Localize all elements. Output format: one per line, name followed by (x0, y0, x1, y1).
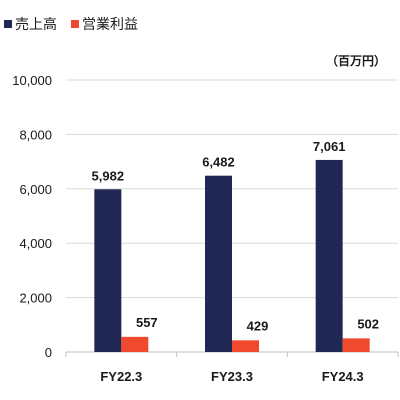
bar-revenue (94, 189, 122, 352)
x-category-label: FY22.3 (100, 369, 142, 384)
bar-operating-profit (232, 340, 259, 352)
y-tick-label: 6,000 (19, 182, 52, 197)
data-label-operating-profit: 429 (247, 318, 269, 333)
legend-item-operating-profit: 営業利益 (71, 14, 138, 34)
bar-revenue (315, 159, 343, 352)
bar-operating-profit (121, 336, 149, 352)
bar-revenue (205, 175, 232, 352)
legend-swatch-revenue (4, 20, 12, 28)
y-tick-label: 10,000 (12, 73, 52, 88)
legend-swatch-operating-profit (71, 20, 79, 28)
legend-label-revenue: 売上高 (15, 16, 57, 32)
data-label-operating-profit: 502 (357, 316, 379, 331)
legend-item-revenue: 売上高 (4, 14, 57, 34)
data-label-revenue: 6,482 (202, 155, 235, 170)
y-tick-label: 0 (45, 345, 52, 360)
y-tick-label: 4,000 (19, 236, 52, 251)
data-label-revenue: 5,982 (92, 168, 125, 183)
data-label-revenue: 7,061 (313, 139, 346, 154)
y-tick-label: 8,000 (19, 127, 52, 142)
data-label-operating-profit: 557 (136, 315, 158, 330)
x-category-label: FY23.3 (211, 369, 253, 384)
x-category-label: FY24.3 (322, 369, 364, 384)
y-tick-label: 2,000 (19, 291, 52, 306)
chart-legend: 売上高 営業利益 (4, 14, 138, 34)
bar-operating-profit (342, 338, 370, 352)
unit-label: （百万円） (325, 54, 386, 68)
legend-label-operating-profit: 営業利益 (82, 16, 138, 32)
